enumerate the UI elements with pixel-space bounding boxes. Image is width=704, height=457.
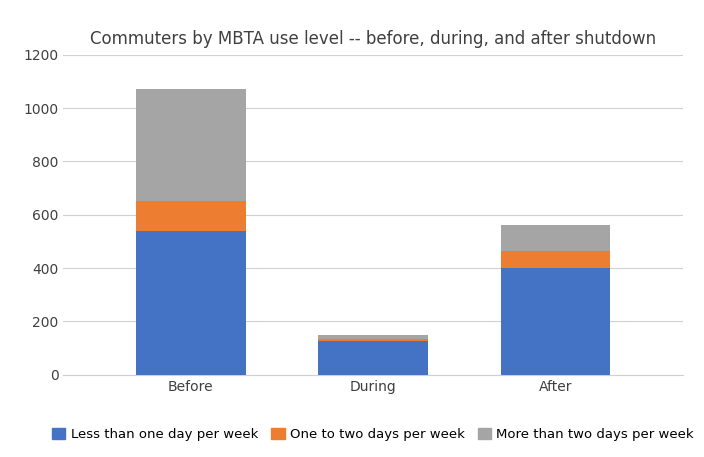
Bar	[137, 231, 246, 375]
Bar	[137, 202, 246, 231]
Bar	[501, 268, 610, 375]
Bar	[318, 335, 428, 339]
Bar	[318, 341, 428, 375]
Bar	[318, 339, 428, 341]
Bar	[137, 90, 246, 202]
Title: Commuters by MBTA use level -- before, during, and after shutdown: Commuters by MBTA use level -- before, d…	[90, 30, 656, 48]
Bar	[501, 251, 610, 268]
Bar	[501, 225, 610, 251]
Legend: Less than one day per week, One to two days per week, More than two days per wee: Less than one day per week, One to two d…	[47, 423, 699, 446]
